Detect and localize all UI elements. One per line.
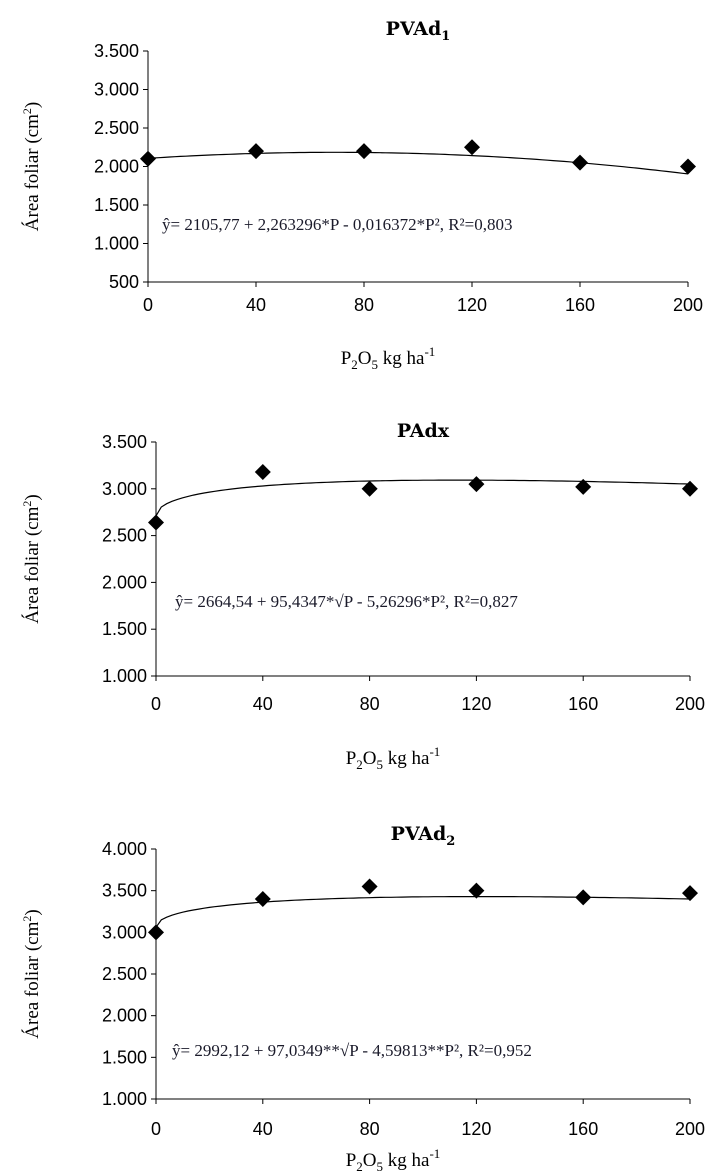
- data-point: [468, 882, 485, 899]
- chart-title: PVAd2: [391, 823, 456, 849]
- x-tick-label: 200: [673, 295, 703, 315]
- y-tick-label: 4.000: [102, 839, 147, 859]
- y-tick-label: 2.000: [102, 572, 147, 592]
- y-tick-label: 1.000: [102, 666, 147, 686]
- regression-equation: ŷ= 2992,12 + 97,0349**√P - 4,59813**P², …: [172, 1041, 532, 1060]
- x-tick-label: 200: [675, 1119, 705, 1139]
- data-point: [361, 480, 378, 497]
- x-tick-label: 40: [253, 1119, 273, 1139]
- regression-equation: ŷ= 2105,77 + 2,263296*P - 0,016372*P², R…: [162, 215, 512, 234]
- x-tick-label: 200: [675, 694, 705, 714]
- data-point: [680, 158, 696, 175]
- y-tick-label: 500: [109, 272, 139, 292]
- chart-panel-2: PAdx 1.000 1.500 2.000 2.500 3.000 3.500 0 40 80 1…: [20, 420, 705, 772]
- y-axis-label: Área foliar (cm2): [20, 102, 43, 231]
- trend-curve: [155, 896, 691, 928]
- y-tick-label: 2.000: [102, 1006, 147, 1026]
- x-tick-label: 120: [457, 295, 487, 315]
- chart-panel-3: PVAd2 1.000 1.500 2.000 2.500 3.000 3.500 4.000…: [20, 823, 705, 1173]
- data-point: [356, 143, 372, 160]
- data-point: [682, 885, 698, 902]
- data-point: [682, 480, 698, 497]
- data-point: [575, 889, 592, 906]
- x-tick-label: 80: [360, 1119, 380, 1139]
- x-tick-label: 80: [354, 295, 374, 315]
- y-tick-label: 3.500: [102, 881, 147, 901]
- x-tick-label: 120: [461, 1119, 491, 1139]
- x-axis-label: P2O5 kg ha-1: [346, 744, 441, 772]
- x-tick-label: 40: [246, 295, 266, 315]
- x-tick-label: 0: [143, 295, 153, 315]
- x-axis-label: P2O5 kg ha-1: [341, 344, 436, 372]
- data-point: [254, 891, 271, 907]
- y-tick-label: 2.500: [102, 526, 147, 546]
- x-tick-label: 80: [360, 694, 380, 714]
- trend-curve: [147, 151, 689, 175]
- data-point: [468, 476, 485, 493]
- y-tick-label: 3.000: [102, 479, 147, 499]
- y-tick-label: 2.500: [102, 964, 147, 984]
- data-point: [464, 139, 480, 156]
- x-tick-label: 120: [461, 694, 491, 714]
- x-tick-label: 0: [151, 694, 161, 714]
- y-axis-label: Área foliar (cm2): [20, 909, 43, 1038]
- x-tick-label: 0: [151, 1119, 161, 1139]
- y-tick-label: 1.000: [102, 1089, 147, 1109]
- trend-curve: [155, 479, 691, 517]
- y-tick-label: 3.500: [94, 41, 139, 61]
- x-tick-label: 160: [565, 295, 595, 315]
- x-axis-label: P2O5 kg ha-1: [346, 1146, 441, 1173]
- y-tick-label: 3.000: [94, 80, 139, 100]
- data-point: [148, 924, 164, 941]
- y-tick-label: 1.000: [94, 234, 139, 254]
- data-point: [140, 150, 156, 167]
- data-point: [148, 514, 164, 531]
- y-tick-label: 2.500: [94, 118, 139, 138]
- regression-equation: ŷ= 2664,54 + 95,4347*√P - 5,26296*P², R²…: [175, 592, 518, 611]
- y-tick-label: 1.500: [102, 619, 147, 639]
- data-point: [575, 478, 592, 495]
- y-tick-label: 2.000: [94, 157, 139, 177]
- chart-title: PAdx: [397, 420, 450, 442]
- x-tick-label: 160: [568, 1119, 598, 1139]
- data-point: [572, 154, 588, 171]
- y-tick-label: 1.500: [102, 1047, 147, 1067]
- y-tick-label: 3.500: [102, 432, 147, 452]
- chart-title: PVAd1: [386, 18, 451, 44]
- y-axis-label: Área foliar (cm2): [20, 494, 43, 623]
- chart-panel-1: PVAd1 500 1.000 1.500 2.000 2.500 3.000 3.500 0 4…: [20, 18, 703, 372]
- data-point: [254, 463, 271, 480]
- x-tick-label: 40: [253, 694, 273, 714]
- y-tick-label: 3.000: [102, 922, 147, 942]
- data-point: [361, 878, 378, 895]
- y-tick-label: 1.500: [94, 195, 139, 215]
- x-tick-label: 160: [568, 694, 598, 714]
- data-point: [248, 143, 264, 160]
